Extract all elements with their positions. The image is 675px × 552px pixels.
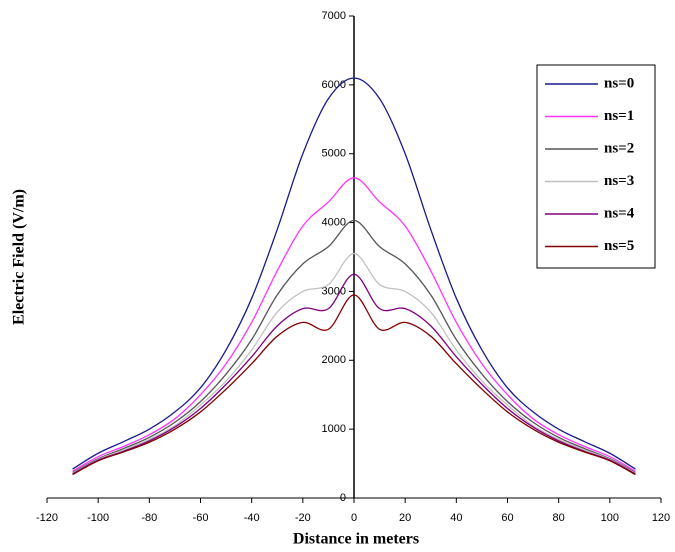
y-tick-label: 6000: [322, 79, 346, 91]
x-tick-label: 40: [450, 512, 462, 524]
series-line: [72, 252, 636, 474]
x-tick-label: -100: [87, 512, 109, 524]
x-tick-label: 20: [399, 512, 411, 524]
x-tick-label: 60: [501, 512, 513, 524]
legend-label: ns=1: [604, 108, 634, 124]
series-line: [72, 219, 636, 474]
y-tick-label: 2000: [322, 354, 346, 366]
x-tick-label: -20: [295, 512, 311, 524]
legend-label: ns=0: [604, 75, 634, 91]
x-tick-label: 100: [601, 512, 619, 524]
y-tick-label: 7000: [322, 10, 346, 22]
series-line: [72, 294, 636, 476]
series-line: [72, 77, 636, 470]
legend-label: ns=4: [604, 205, 635, 221]
x-tick-label: -60: [193, 512, 209, 524]
legend-label: ns=3: [604, 173, 634, 189]
y-tick-label: 4000: [322, 216, 346, 228]
y-tick-label: 3000: [322, 285, 346, 297]
y-tick-label: 0: [340, 492, 346, 504]
legend-label: ns=2: [604, 140, 634, 156]
series-line: [72, 273, 636, 475]
y-tick-label: 1000: [322, 423, 346, 435]
series-line: [72, 177, 636, 472]
x-tick-label: 0: [351, 512, 357, 524]
y-tick-label: 5000: [322, 148, 346, 160]
x-tick-label: -120: [36, 512, 58, 524]
x-tick-label: -40: [244, 512, 260, 524]
x-tick-label: -80: [141, 512, 157, 524]
x-axis-title: Distance in meters: [293, 531, 419, 548]
legend-label: ns=5: [604, 238, 634, 254]
y-axis-title: Electric Field (V/m): [11, 189, 28, 325]
x-tick-label: 80: [553, 512, 565, 524]
x-tick-label: 120: [652, 512, 670, 524]
legend-box: [536, 64, 656, 269]
